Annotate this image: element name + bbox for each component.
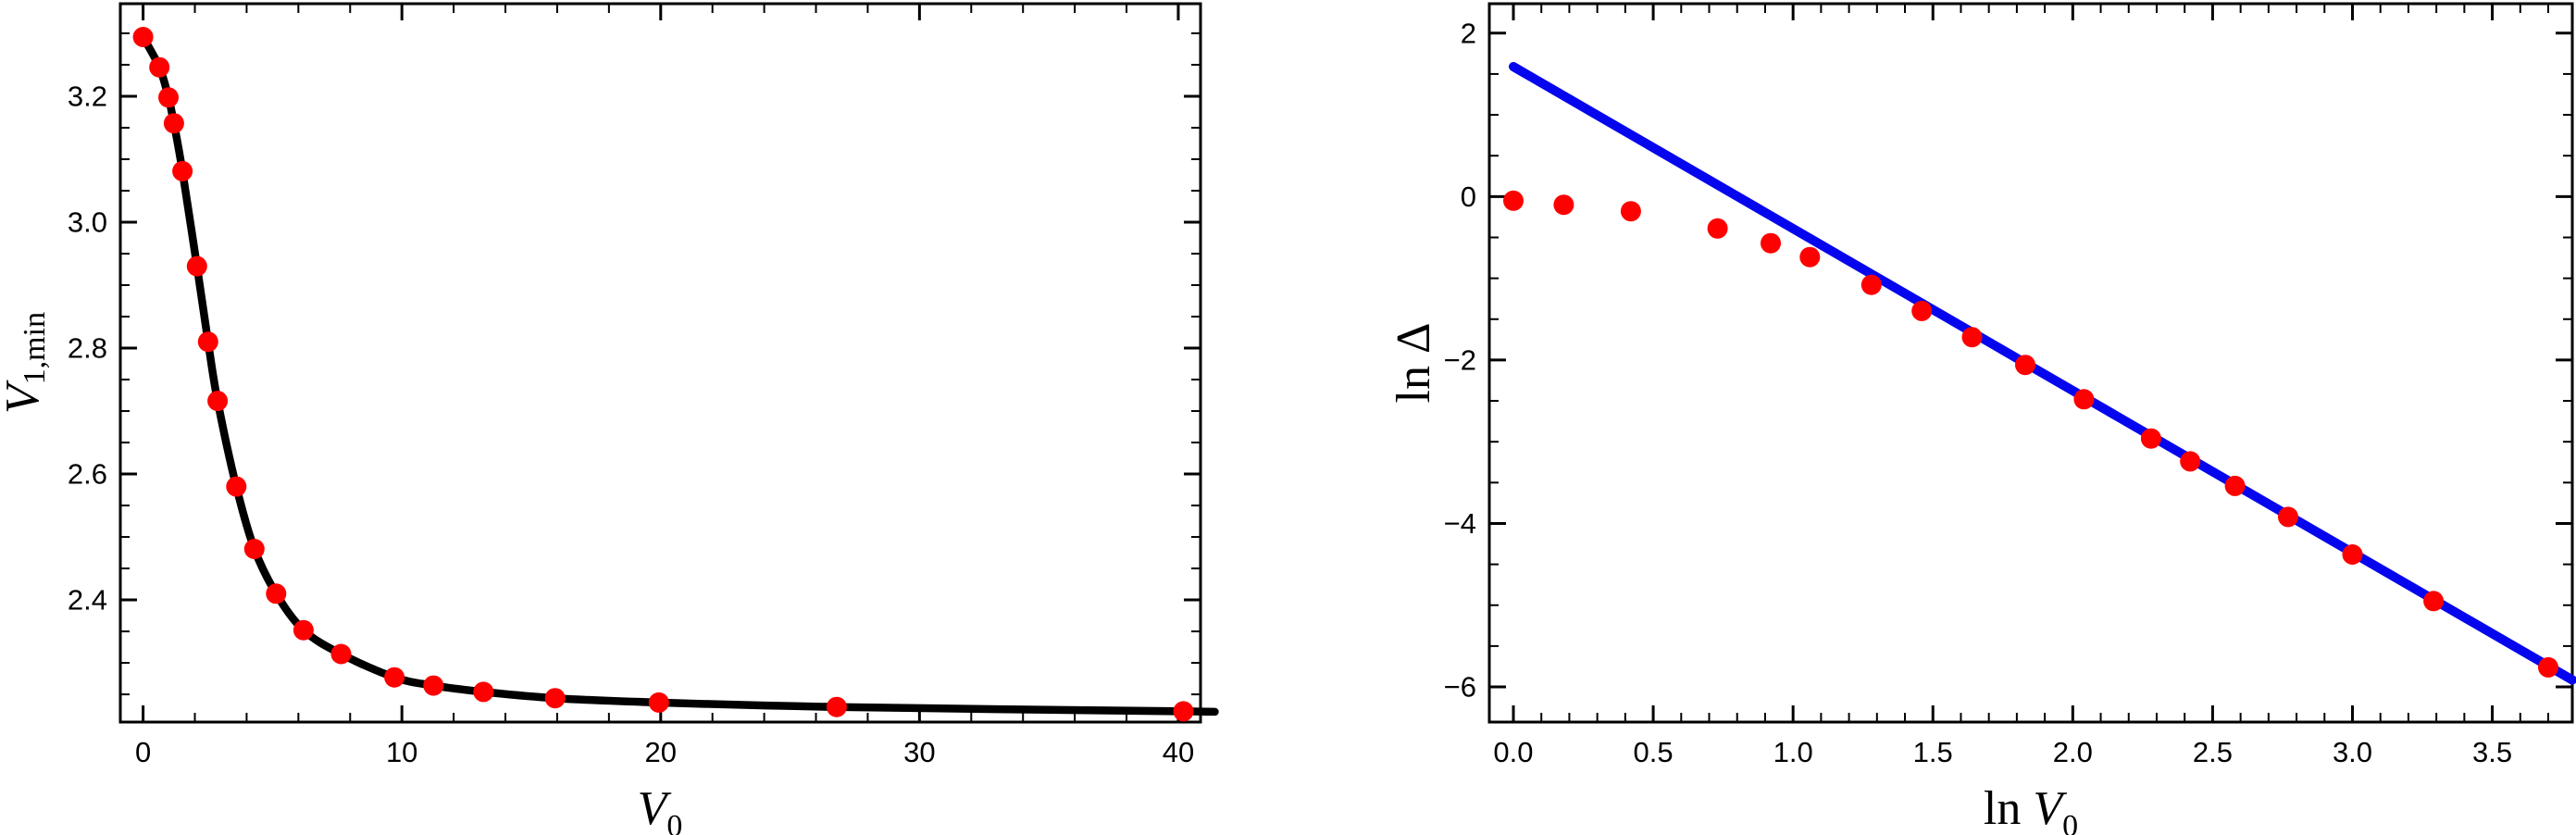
data-point xyxy=(266,583,287,604)
y-tick-label: 2 xyxy=(1461,17,1476,49)
data-point xyxy=(2342,544,2363,565)
data-point xyxy=(149,56,170,78)
interpolating-curve xyxy=(139,32,1219,717)
data-point xyxy=(172,160,193,181)
data-point xyxy=(826,696,847,717)
data-point xyxy=(292,619,314,641)
data-point xyxy=(1911,300,1933,321)
x-tick-label: 1.5 xyxy=(1913,736,1953,768)
y-tick-label: 2.4 xyxy=(68,584,107,617)
plot-left-v1min-vs-v0: 0 10 20 30 40 2.4 2.6 2.8 3.0 3.2 V0 V1,min xyxy=(0,2,1219,835)
data-point xyxy=(2140,428,2161,449)
x-tick-label: 0 xyxy=(135,736,151,768)
x-tick-label: 0.5 xyxy=(1634,736,1674,768)
y-tick-label: 2.6 xyxy=(68,458,107,491)
data-point xyxy=(1173,701,1194,722)
y-tick-label: −4 xyxy=(1444,507,1476,540)
data-point xyxy=(1553,194,1574,216)
x-tick-label: 3.5 xyxy=(2472,736,2512,768)
data-point xyxy=(1799,246,1821,268)
plot-frame xyxy=(118,2,1202,724)
y-tick-label: 3.0 xyxy=(68,206,107,238)
x-tick-label: 0.0 xyxy=(1493,736,1533,768)
y-tick-label: −6 xyxy=(1444,671,1476,704)
data-point xyxy=(2278,506,2298,528)
x-tick-label: 40 xyxy=(1163,736,1194,768)
linear-fit-line xyxy=(1509,62,2576,685)
data-point xyxy=(544,688,566,709)
data-point xyxy=(226,476,247,497)
data-point xyxy=(2538,656,2558,678)
x-tick-label: 30 xyxy=(903,736,935,768)
x-tick-label: 10 xyxy=(386,736,417,768)
data-point xyxy=(132,27,154,47)
x-tick-label: 2.0 xyxy=(2053,736,2093,768)
data-point xyxy=(163,113,184,134)
data-point xyxy=(2180,451,2201,472)
data-point xyxy=(423,675,444,696)
data-point xyxy=(1761,232,1781,254)
x-tick-label: 3.0 xyxy=(2333,736,2372,768)
data-point xyxy=(243,539,265,559)
data-point xyxy=(473,681,494,703)
y-tick-label: 3.2 xyxy=(68,80,107,112)
data-point xyxy=(1860,274,1882,295)
x-axis-label: V0 xyxy=(638,782,683,835)
plot-frame xyxy=(1487,2,2574,724)
data-point xyxy=(2423,591,2445,612)
data-point xyxy=(207,391,229,412)
data-point xyxy=(158,87,179,108)
data-point xyxy=(330,643,352,665)
data-point xyxy=(1620,201,1641,222)
x-tick-label: 20 xyxy=(645,736,677,768)
data-point xyxy=(384,667,405,688)
data-point xyxy=(197,331,218,353)
y-tick-label: 0 xyxy=(1461,181,1476,213)
data-point xyxy=(648,692,669,713)
x-axis-label: ln V0 xyxy=(1984,782,2078,835)
y-tick-label: 2.8 xyxy=(68,332,107,365)
data-point xyxy=(1961,327,1983,348)
data-point xyxy=(2224,475,2246,496)
data-point xyxy=(2073,389,2095,410)
y-axis-label: ln Δ xyxy=(1388,323,1440,404)
x-tick-label: 1.0 xyxy=(1773,736,1813,768)
data-point xyxy=(2015,355,2035,376)
y-tick-label: −2 xyxy=(1444,343,1476,376)
plot-right-lndelta-vs-lnv0: 0.0 0.5 1.0 1.5 2.0 2.5 3.0 3.5 2 0 −2 −4 −6 ln V0 ln … xyxy=(1388,2,2576,835)
y-axis-label: V1,min xyxy=(0,312,52,414)
data-point xyxy=(186,255,207,277)
data-point xyxy=(1503,190,1524,211)
x-tick-label: 2.5 xyxy=(2193,736,2233,768)
data-point xyxy=(1707,218,1728,239)
